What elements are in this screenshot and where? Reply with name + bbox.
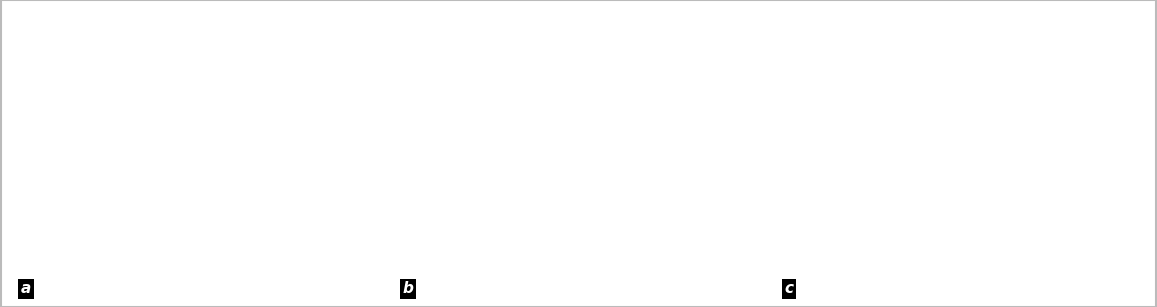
Text: c: c	[784, 281, 794, 296]
Text: a: a	[21, 281, 31, 296]
Text: b: b	[403, 281, 414, 296]
